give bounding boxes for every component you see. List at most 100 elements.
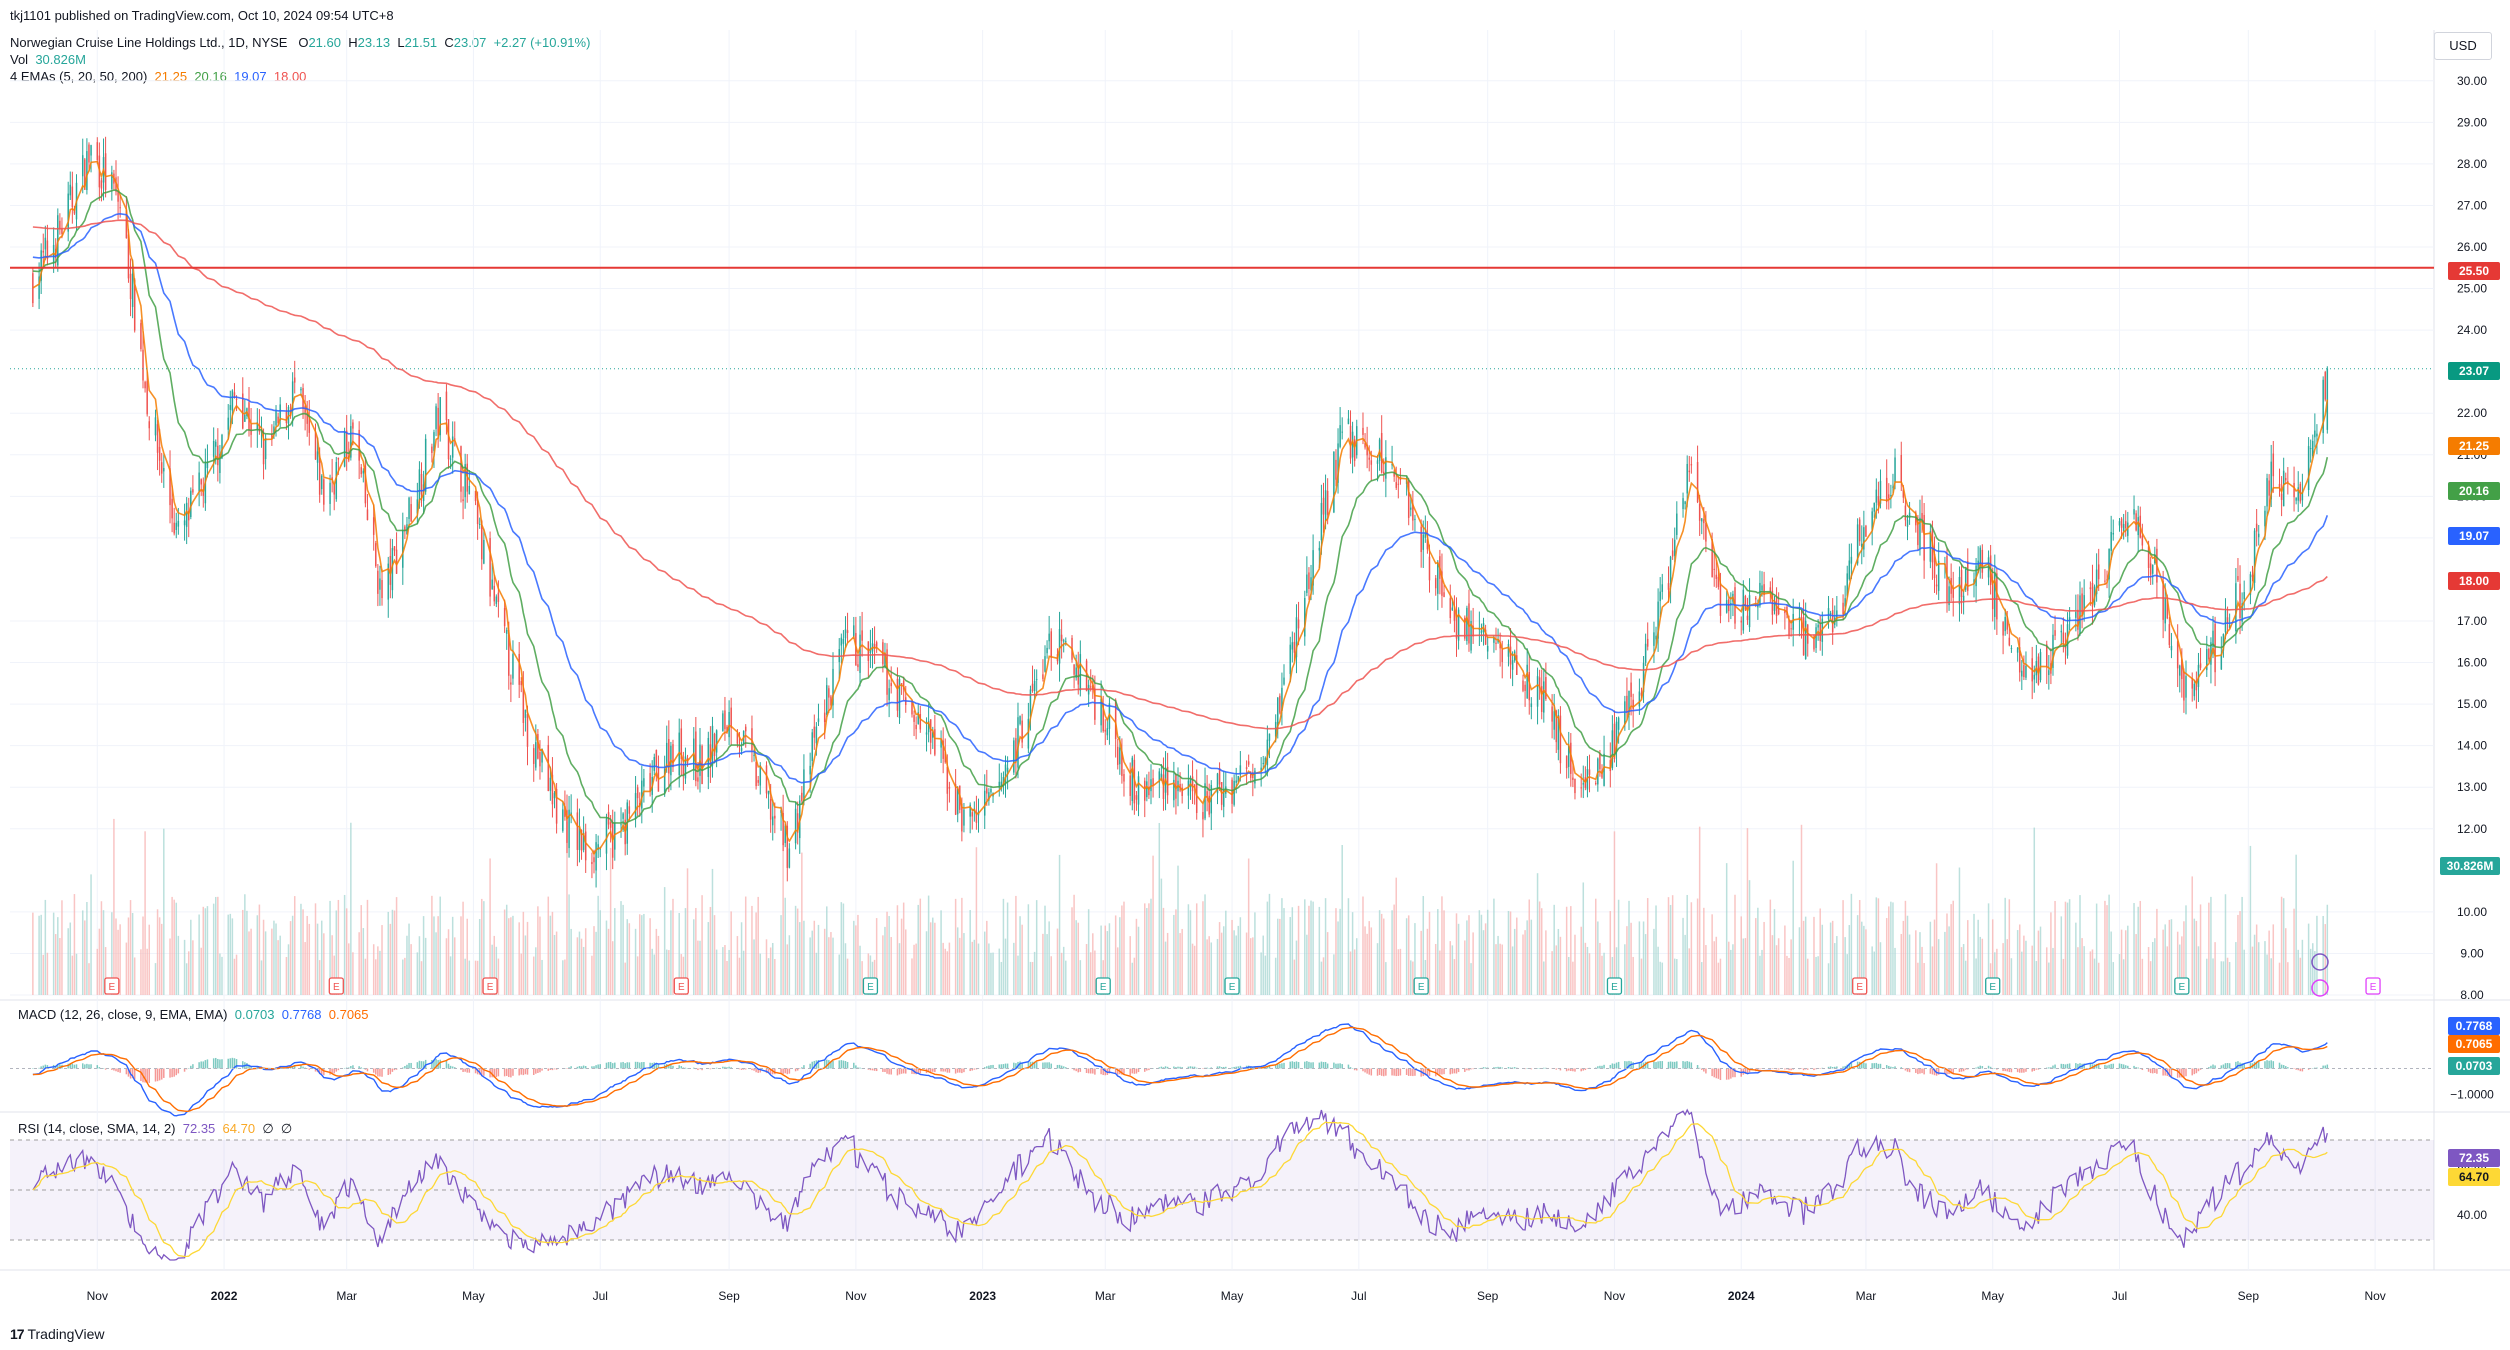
volume-legend[interactable]: Vol 30.826M — [10, 52, 86, 67]
macd-hist-bar — [2110, 1063, 2112, 1069]
macd-hist-bar — [2025, 1068, 2027, 1072]
volume-bar — [1073, 894, 1075, 995]
macd-legend[interactable]: MACD (12, 26, close, 9, EMA, EMA) 0.0703… — [18, 1007, 369, 1022]
candle-body — [1613, 723, 1616, 759]
macd-hist-bar — [433, 1059, 435, 1069]
macd-hist-bar — [333, 1068, 335, 1074]
candle-body — [736, 732, 739, 744]
volume-bar — [753, 939, 755, 995]
macd-hist-bar — [1987, 1065, 1990, 1069]
volume-bar — [1019, 916, 1021, 995]
ohlc-change: +2.27 (+10.91%) — [493, 35, 591, 50]
volume-bar — [1960, 947, 1963, 995]
volume-bar — [2141, 958, 2144, 995]
candle-body — [1412, 503, 1414, 521]
macd-hist-bar — [911, 1068, 913, 1074]
macd-hist-bar — [1349, 1067, 1352, 1069]
volume-bar — [1888, 906, 1890, 995]
macd-hist-bar — [1545, 1067, 1547, 1069]
volume-bar — [510, 917, 512, 995]
macd-hist-bar — [1385, 1068, 1387, 1076]
tradingview-logo[interactable]: 17 TradingView — [10, 1326, 105, 1342]
volume-bar — [628, 923, 631, 995]
candle-body — [653, 757, 656, 771]
macd-hist-bar — [1586, 1068, 1589, 1069]
volume-bar — [1759, 955, 1761, 995]
macd-hist-bar — [869, 1068, 872, 1071]
candle-body — [1958, 577, 1961, 605]
candle-body — [1698, 503, 1701, 521]
candle-body — [1630, 682, 1632, 697]
candle-body — [1370, 460, 1373, 465]
volume-bar — [1962, 944, 1965, 995]
volume-bar — [2075, 922, 2077, 995]
macd-hist-bar — [1611, 1063, 1614, 1069]
price-tick-label: 26.00 — [2457, 240, 2487, 254]
macd-hist-bar — [190, 1065, 192, 1069]
candle-body — [173, 522, 175, 534]
candle-body — [154, 417, 157, 436]
earnings-marker-label: E — [487, 982, 494, 993]
macd-hist-bar — [293, 1065, 296, 1069]
macd-hist-bar — [2156, 1068, 2158, 1074]
candle-body — [1320, 502, 1323, 541]
volume-bar — [262, 919, 265, 995]
tag-ema50: 19.07 — [2448, 527, 2500, 545]
volume-bar — [273, 920, 275, 995]
volume-bar — [2045, 947, 2048, 995]
candle-body — [861, 630, 863, 641]
volume-bar — [2016, 930, 2019, 995]
candle-body — [1977, 560, 1979, 573]
volume-bar — [1058, 854, 1061, 995]
price-tick-label: 27.00 — [2457, 198, 2487, 212]
candle-body — [1289, 644, 1291, 675]
macd-hist-bar — [508, 1068, 510, 1078]
candle-body — [462, 499, 464, 502]
volume-bar — [1318, 906, 1321, 995]
macd-hist-bar — [1567, 1068, 1570, 1071]
macd-hist-bar — [86, 1063, 88, 1069]
volume-bar — [1553, 904, 1555, 995]
volume-bar — [1653, 928, 1655, 995]
candle-body — [817, 718, 820, 722]
candle-body — [1580, 787, 1582, 789]
macd-hist-bar — [449, 1065, 452, 1069]
candle-body — [364, 465, 367, 504]
macd-hist-bar — [57, 1064, 59, 1069]
macd-hist-bar — [1015, 1063, 1017, 1069]
macd-hist-bar — [954, 1068, 957, 1074]
candle-body — [2081, 593, 2083, 616]
volume-bar — [221, 956, 223, 995]
volume-bar — [154, 963, 157, 995]
macd-hist-bar — [1507, 1067, 1510, 1069]
candle-body — [335, 462, 338, 500]
candle-body — [1247, 761, 1250, 765]
symbol-name[interactable]: Norwegian Cruise Line Holdings Ltd., 1D,… — [10, 35, 288, 50]
earnings-marker-label: E — [2370, 982, 2377, 993]
candle-body — [1904, 505, 1907, 521]
macd-hist-bar — [221, 1059, 223, 1069]
macd-hist-bar — [1004, 1063, 1007, 1069]
volume-bar — [2210, 896, 2212, 995]
macd-hist-bar — [2048, 1067, 2050, 1069]
time-tick-label: May — [462, 1289, 485, 1303]
macd-hist-bar — [2193, 1068, 2196, 1075]
macd-hist-bar — [988, 1065, 990, 1069]
ema-legend[interactable]: 4 EMAs (5, 20, 50, 200) 21.25 20.16 19.0… — [10, 69, 306, 84]
candle-body — [1626, 695, 1628, 713]
volume-bar — [1162, 907, 1165, 995]
candle-body — [1089, 686, 1092, 688]
volume-bar — [518, 922, 520, 995]
macd-hist-bar — [568, 1067, 570, 1069]
candle-body — [1528, 672, 1530, 701]
candle-body — [505, 630, 508, 634]
candle-body — [566, 810, 568, 843]
volume-bar — [187, 951, 190, 995]
volume-bar — [287, 944, 290, 995]
volume-bar — [88, 963, 90, 995]
macd-hist-bar — [1885, 1065, 1888, 1069]
rsi-legend[interactable]: RSI (14, close, SMA, 14, 2) 72.35 64.70 … — [18, 1121, 292, 1137]
volume-bar — [992, 952, 994, 995]
macd-hist-bar — [406, 1064, 408, 1069]
